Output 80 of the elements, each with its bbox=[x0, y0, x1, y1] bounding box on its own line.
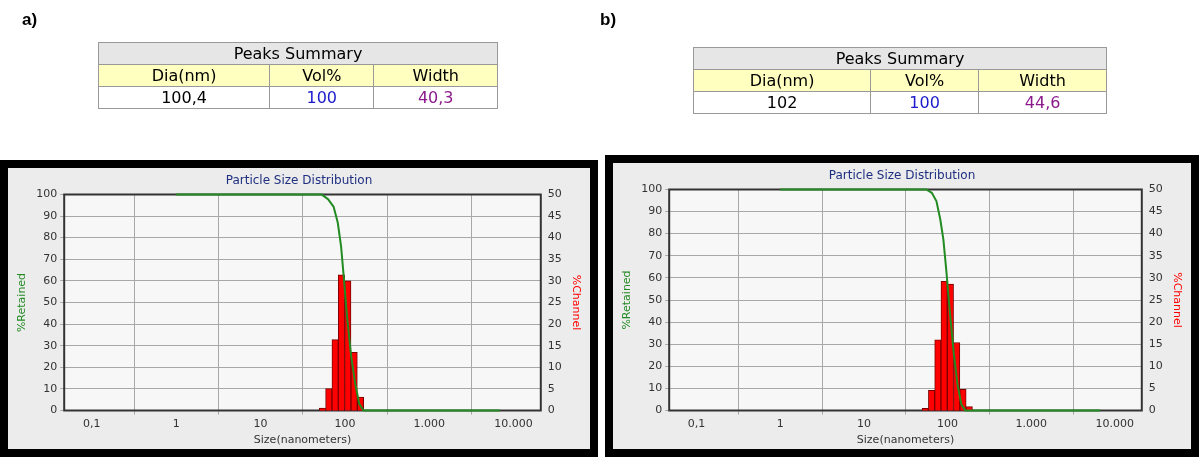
y2-tick-label: 10 bbox=[547, 360, 562, 374]
y-tick-label: 30 bbox=[648, 337, 663, 351]
y2-tick-label: 10 bbox=[1148, 359, 1163, 373]
x-tick-label: 1 bbox=[776, 417, 784, 431]
x-tick-label: 10 bbox=[253, 417, 268, 431]
y2-tick-label: 15 bbox=[1148, 337, 1163, 351]
y2-tick-label: 45 bbox=[1148, 204, 1163, 218]
y2-tick-label: 30 bbox=[1148, 270, 1163, 284]
x-tick-label: 1.000 bbox=[413, 417, 446, 431]
y2-tick-label: 5 bbox=[1148, 381, 1156, 395]
y-tick-label: 0 bbox=[50, 403, 58, 417]
x-tick-label: 10 bbox=[856, 417, 871, 431]
y-tick-label: 10 bbox=[43, 381, 58, 395]
y-tick-label: 50 bbox=[43, 295, 58, 309]
y-tick-label: 60 bbox=[43, 273, 58, 287]
text: Width bbox=[978, 69, 1107, 92]
text: Dia(nm) bbox=[98, 64, 270, 87]
text: 44,6 bbox=[978, 91, 1107, 114]
y-axis-title: %Retained bbox=[620, 270, 634, 330]
y2-tick-label: 25 bbox=[547, 295, 562, 309]
y2-tick-label: 0 bbox=[1148, 403, 1156, 417]
y-tick-label: 30 bbox=[43, 338, 58, 352]
y2-axis-title: %Channel bbox=[1170, 272, 1184, 328]
x-axis-title: Size(nanometers) bbox=[253, 433, 352, 447]
text: Width bbox=[373, 64, 498, 87]
y2-tick-label: 35 bbox=[547, 252, 562, 266]
text: 100,4 bbox=[98, 86, 270, 109]
y2-tick-label: 0 bbox=[547, 403, 555, 417]
x-axis-title: Size(nanometers) bbox=[856, 433, 955, 447]
text: a) bbox=[22, 10, 38, 30]
text: 100 bbox=[269, 86, 374, 109]
y2-tick-label: 20 bbox=[1148, 314, 1163, 328]
x-tick-label: 0,1 bbox=[687, 417, 706, 431]
y-tick-label: 20 bbox=[648, 359, 663, 373]
y-tick-label: 40 bbox=[648, 314, 663, 328]
x-tick-label: 100 bbox=[334, 417, 356, 431]
text: 40,3 bbox=[373, 86, 498, 109]
y2-tick-label: 20 bbox=[547, 316, 562, 330]
x-tick-label: 10.000 bbox=[1095, 417, 1135, 431]
y-tick-label: 80 bbox=[43, 230, 58, 244]
text: b) bbox=[600, 10, 617, 30]
y-axis-title: %Retained bbox=[15, 272, 29, 333]
y2-tick-label: 5 bbox=[547, 381, 555, 395]
y-tick-label: 90 bbox=[648, 204, 663, 218]
y2-tick-label: 30 bbox=[547, 273, 562, 287]
y2-axis-title: %Channel bbox=[569, 274, 583, 331]
y-tick-label: 60 bbox=[648, 270, 663, 284]
y2-tick-label: 40 bbox=[1148, 226, 1163, 240]
x-tick-label: 100 bbox=[937, 417, 959, 431]
y-tick-label: 0 bbox=[655, 403, 663, 417]
text: Peaks Summary bbox=[98, 42, 498, 65]
x-tick-label: 0,1 bbox=[83, 417, 101, 431]
text: 100 bbox=[870, 91, 979, 114]
y2-tick-label: 15 bbox=[547, 338, 562, 352]
y-tick-label: 80 bbox=[648, 226, 663, 240]
y-tick-label: 100 bbox=[36, 187, 58, 201]
y-tick-label: 70 bbox=[648, 248, 663, 262]
y-tick-label: 100 bbox=[641, 182, 663, 196]
x-tick-label: 10.000 bbox=[494, 417, 533, 431]
y-tick-label: 40 bbox=[43, 316, 58, 330]
x-tick-label: 1.000 bbox=[1015, 417, 1047, 431]
y2-tick-label: 50 bbox=[1148, 182, 1163, 196]
text: Peaks Summary bbox=[693, 47, 1107, 70]
y2-tick-label: 50 bbox=[547, 187, 562, 201]
y-tick-label: 70 bbox=[43, 252, 58, 266]
text: 102 bbox=[693, 91, 871, 114]
y-tick-label: 10 bbox=[648, 381, 663, 395]
y2-tick-label: 25 bbox=[1148, 292, 1163, 306]
y2-tick-label: 45 bbox=[547, 208, 562, 222]
text: Dia(nm) bbox=[693, 69, 871, 92]
chart-title: Particle Size Distribution bbox=[225, 173, 373, 188]
chart-title: Particle Size Distribution bbox=[828, 168, 976, 183]
y-tick-label: 50 bbox=[648, 292, 663, 306]
y2-tick-label: 35 bbox=[1148, 248, 1163, 262]
y-tick-label: 90 bbox=[43, 208, 58, 222]
text: Vol% bbox=[870, 69, 979, 92]
text: Vol% bbox=[269, 64, 374, 87]
y2-tick-label: 40 bbox=[547, 230, 562, 244]
y-tick-label: 20 bbox=[43, 360, 58, 374]
x-tick-label: 1 bbox=[172, 417, 180, 431]
